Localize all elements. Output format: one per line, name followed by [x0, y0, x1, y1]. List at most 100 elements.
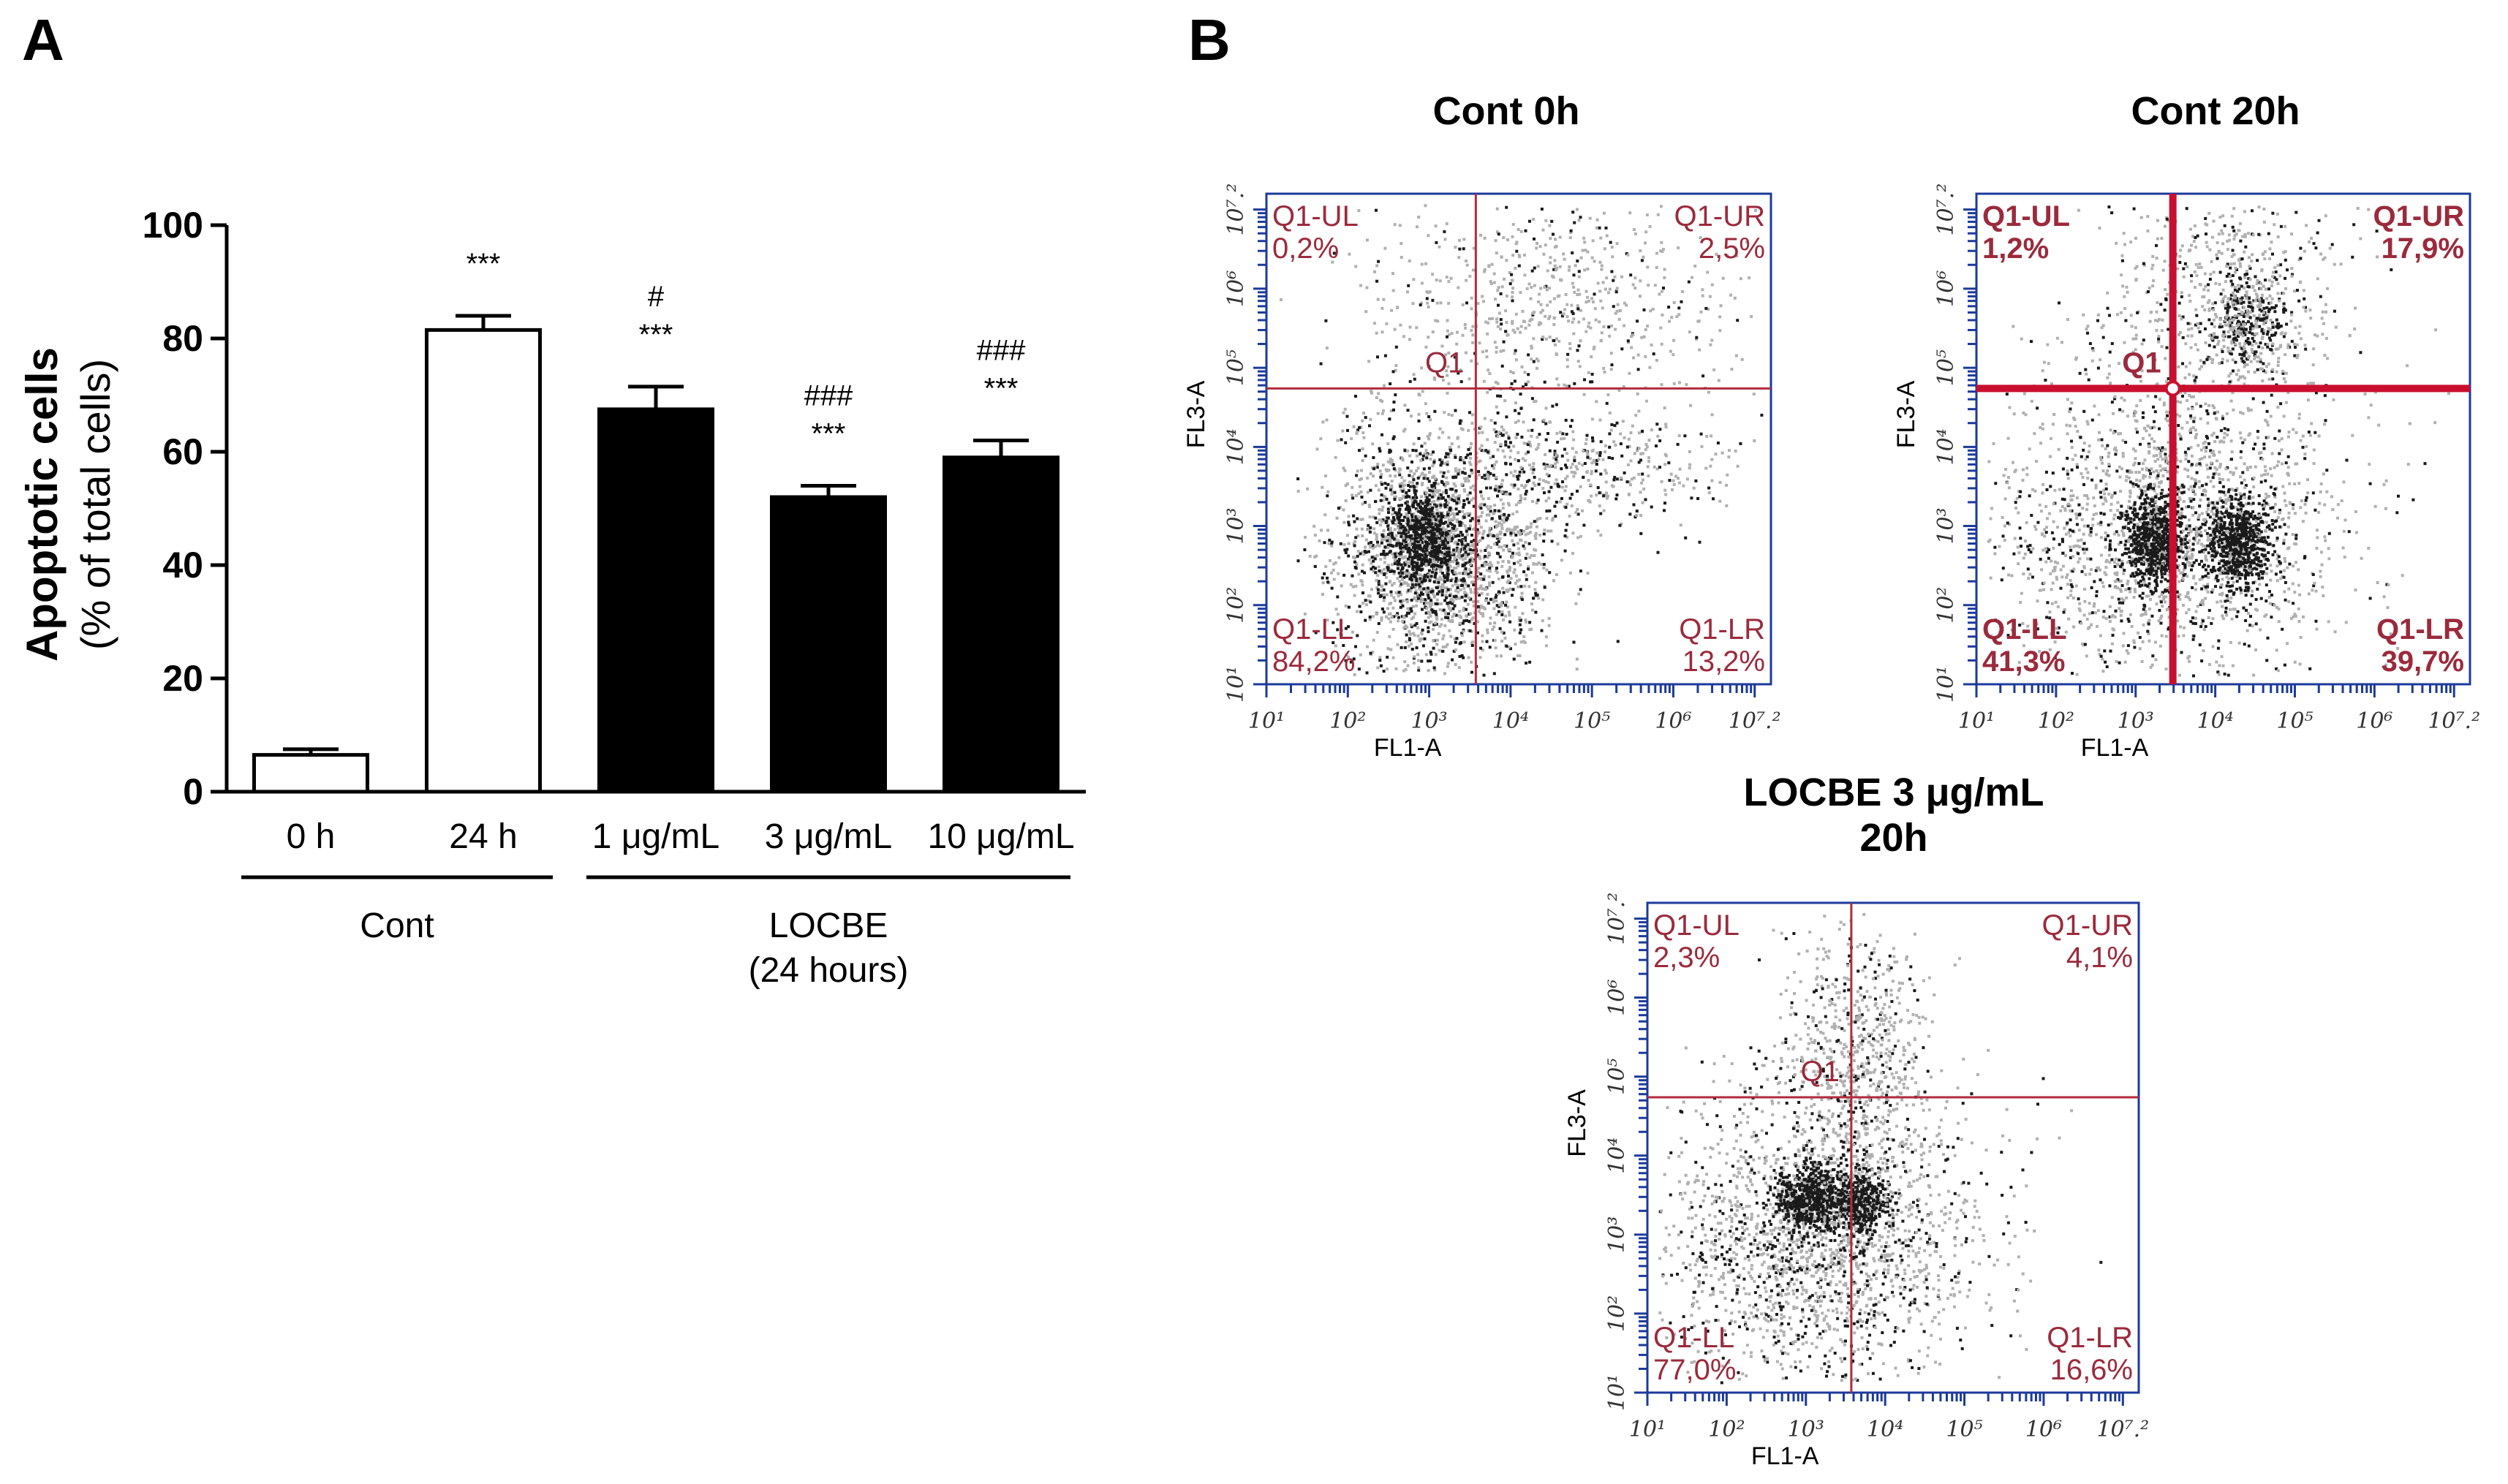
event-dot	[1443, 411, 1446, 414]
event-dot	[1453, 453, 1457, 457]
event-dot	[2277, 620, 2281, 624]
event-dot	[1547, 465, 1551, 469]
event-dot	[1321, 420, 1325, 424]
event-dot	[1392, 596, 1396, 599]
x-tick-label: 10⁶	[1655, 708, 1691, 734]
event-dot	[2095, 533, 2099, 537]
event-dot	[1457, 371, 1460, 375]
event-dot	[1581, 249, 1585, 252]
event-dot	[1454, 572, 1458, 576]
event-dot	[1436, 592, 1440, 596]
event-dot	[1545, 472, 1549, 476]
event-dot	[1405, 590, 1409, 594]
event-dot	[1549, 261, 1552, 265]
event-dot	[1495, 594, 1498, 597]
event-dot	[1380, 473, 1383, 477]
event-dot	[1525, 552, 1529, 556]
event-dot	[1440, 602, 1443, 605]
event-dot	[1427, 501, 1430, 504]
event-dot	[2020, 591, 2023, 595]
event-dot	[2206, 436, 2209, 440]
event-dot	[2063, 607, 2066, 611]
event-dot	[1428, 545, 1432, 548]
event-dot	[1476, 578, 1478, 581]
event-dot	[1345, 482, 1349, 485]
event-dot	[1434, 539, 1438, 542]
event-dot	[1543, 491, 1546, 495]
event-dot	[1659, 249, 1663, 253]
event-dot	[1412, 504, 1415, 508]
event-dot	[1609, 241, 1612, 244]
event-dot	[1497, 590, 1500, 594]
event-dot	[1427, 573, 1431, 577]
event-dot	[2208, 501, 2212, 504]
event-dot	[1519, 325, 1523, 328]
event-dot	[1600, 264, 1604, 268]
event-dot	[1386, 566, 1389, 569]
event-dot	[1414, 536, 1418, 540]
event-dot	[2319, 550, 2323, 554]
event-dot	[1454, 507, 1458, 511]
event-dot	[2382, 595, 2386, 599]
event-dot	[1701, 294, 1704, 298]
event-dot	[1658, 439, 1662, 442]
event-dot	[1462, 619, 1466, 623]
event-dot	[2213, 569, 2217, 572]
event-dot	[2137, 631, 2140, 635]
event-dot	[1503, 277, 1506, 281]
event-dot	[2104, 660, 2107, 664]
event-dot	[1612, 440, 1616, 444]
event-dot	[1442, 546, 1446, 550]
event-dot	[1584, 442, 1587, 445]
event-dot	[1424, 529, 1428, 533]
event-dot	[2076, 430, 2080, 433]
event-dot	[1402, 529, 1406, 533]
event-dot	[2225, 412, 2229, 415]
event-dot	[2283, 499, 2286, 503]
y-tick-label: 10⁶	[1223, 270, 1249, 307]
event-dot	[1579, 485, 1582, 488]
event-dot	[1361, 419, 1364, 423]
event-dot	[1441, 526, 1445, 530]
event-dot	[1614, 497, 1618, 501]
event-dot	[1685, 383, 1688, 387]
event-dot	[1524, 452, 1527, 455]
event-dot	[1522, 442, 1526, 445]
event-dot	[1650, 505, 1653, 509]
event-dot	[1326, 580, 1329, 584]
event-dot	[1424, 546, 1428, 550]
event-dot	[1451, 569, 1454, 572]
event-dot	[1533, 284, 1536, 287]
event-dot	[1372, 546, 1375, 550]
event-dot	[1505, 321, 1508, 324]
event-dot	[2064, 630, 2068, 634]
event-dot	[1434, 621, 1437, 625]
event-dot	[1718, 315, 1722, 319]
event-dot	[1592, 300, 1595, 304]
event-dot	[1648, 224, 1652, 228]
event-dot	[1393, 599, 1397, 602]
event-dot	[1460, 554, 1464, 558]
event-dot	[1422, 477, 1426, 480]
event-dot	[2129, 561, 2132, 564]
event-dot	[2276, 516, 2280, 519]
event-dot	[1464, 561, 1468, 565]
event-dot	[1583, 241, 1587, 244]
event-dot	[1465, 614, 1468, 618]
event-dot	[1511, 556, 1514, 559]
event-dot	[1364, 550, 1368, 554]
event-dot	[1522, 544, 1525, 548]
event-dot	[1454, 550, 1457, 553]
event-dot	[1370, 561, 1373, 565]
event-dot	[2022, 412, 2025, 414]
event-dot	[1480, 591, 1484, 595]
event-dot	[1425, 496, 1429, 499]
event-dot	[2099, 455, 2102, 459]
event-dot	[1452, 613, 1456, 616]
event-dot	[1378, 656, 1382, 659]
event-dot	[1402, 542, 1405, 545]
event-dot	[2295, 462, 2299, 466]
event-dot	[1453, 570, 1457, 574]
event-dot	[1454, 409, 1457, 412]
event-dot	[2224, 501, 2228, 505]
